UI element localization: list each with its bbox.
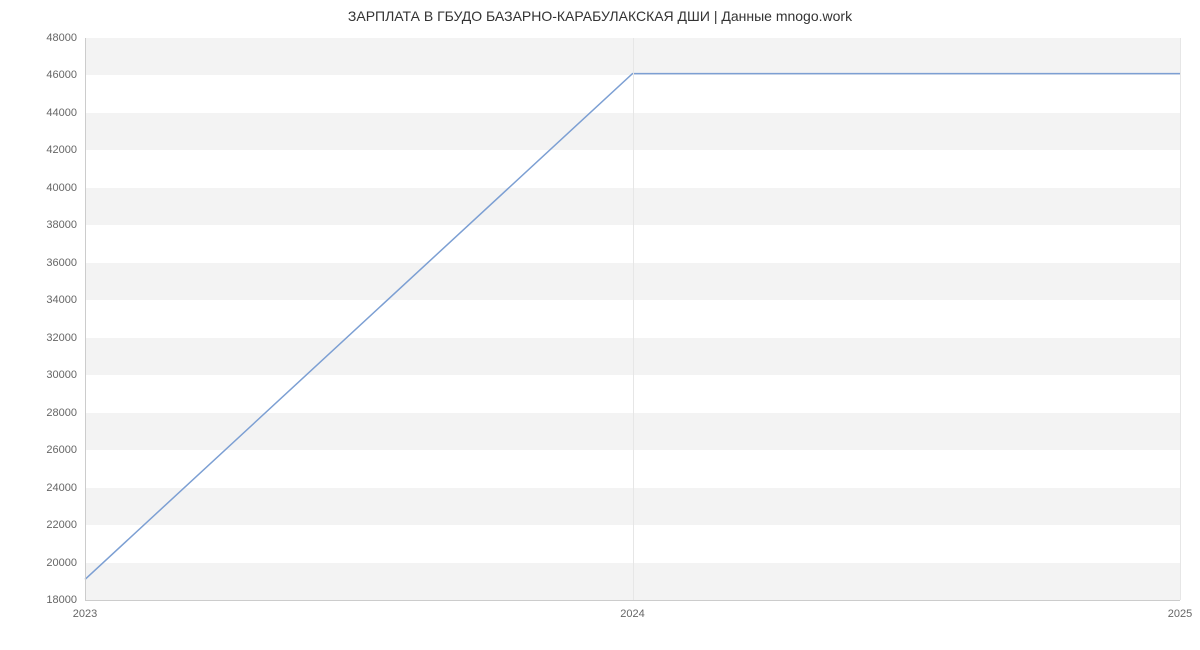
y-tick-label: 18000 bbox=[46, 594, 77, 606]
x-tick-label: 2023 bbox=[73, 608, 97, 620]
x-gridline bbox=[633, 38, 634, 600]
y-tick-label: 30000 bbox=[46, 369, 77, 381]
y-tick-label: 36000 bbox=[46, 257, 77, 269]
x-tick-label: 2025 bbox=[1168, 608, 1192, 620]
y-tick-label: 48000 bbox=[46, 32, 77, 44]
y-tick-label: 26000 bbox=[46, 444, 77, 456]
y-tick-label: 22000 bbox=[46, 519, 77, 531]
y-axis-line bbox=[85, 38, 86, 600]
y-tick-label: 44000 bbox=[46, 107, 77, 119]
y-tick-label: 42000 bbox=[46, 144, 77, 156]
salary-line-chart: ЗАРПЛАТА В ГБУДО БАЗАРНО-КАРАБУЛАКСКАЯ Д… bbox=[0, 0, 1200, 650]
y-tick-label: 40000 bbox=[46, 182, 77, 194]
y-tick-label: 28000 bbox=[46, 407, 77, 419]
y-tick-label: 24000 bbox=[46, 482, 77, 494]
y-tick-label: 20000 bbox=[46, 557, 77, 569]
y-tick-label: 32000 bbox=[46, 332, 77, 344]
y-tick-label: 46000 bbox=[46, 69, 77, 81]
y-tick-label: 38000 bbox=[46, 219, 77, 231]
x-axis-line bbox=[85, 600, 1180, 601]
chart-title: ЗАРПЛАТА В ГБУДО БАЗАРНО-КАРАБУЛАКСКАЯ Д… bbox=[0, 8, 1200, 24]
plot-area: 1800020000220002400026000280003000032000… bbox=[85, 38, 1180, 600]
y-tick-label: 34000 bbox=[46, 294, 77, 306]
x-tick-label: 2024 bbox=[620, 608, 644, 620]
x-gridline bbox=[1180, 38, 1181, 600]
